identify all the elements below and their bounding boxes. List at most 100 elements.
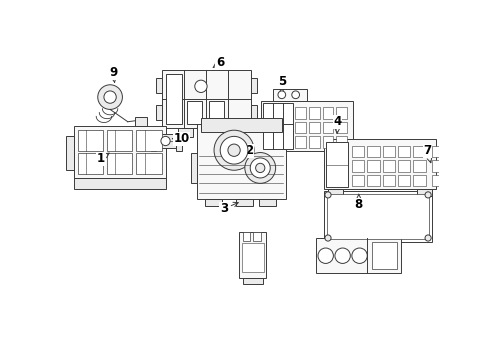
Bar: [204, 199, 221, 206]
Bar: [176, 145, 182, 151]
Circle shape: [317, 248, 333, 264]
Bar: [397, 145, 409, 157]
Bar: [397, 175, 409, 186]
Circle shape: [214, 130, 254, 170]
Circle shape: [351, 248, 366, 264]
Bar: [413, 160, 425, 172]
Bar: [261, 101, 353, 151]
Bar: [366, 175, 379, 186]
Circle shape: [334, 248, 349, 264]
Bar: [190, 153, 197, 183]
Circle shape: [250, 158, 270, 178]
Bar: [74, 178, 166, 189]
Bar: [431, 160, 442, 172]
Bar: [351, 160, 364, 172]
Bar: [413, 145, 425, 157]
Bar: [431, 175, 442, 186]
Text: 7: 7: [423, 144, 431, 163]
Bar: [78, 153, 103, 174]
Bar: [382, 145, 394, 157]
Circle shape: [324, 235, 330, 241]
Bar: [413, 175, 425, 186]
Bar: [327, 189, 343, 195]
Bar: [136, 153, 162, 174]
Bar: [151, 145, 156, 151]
Bar: [263, 103, 292, 149]
Bar: [382, 175, 394, 186]
Bar: [166, 74, 182, 124]
Circle shape: [255, 163, 264, 172]
Circle shape: [244, 153, 275, 183]
Text: 4: 4: [332, 115, 341, 133]
Bar: [336, 107, 346, 119]
Bar: [324, 139, 435, 189]
Circle shape: [220, 136, 247, 164]
Bar: [322, 136, 333, 148]
Bar: [324, 191, 431, 242]
Circle shape: [227, 144, 240, 156]
Bar: [308, 107, 319, 119]
Bar: [326, 194, 428, 239]
Bar: [154, 134, 176, 148]
Circle shape: [98, 85, 122, 109]
Bar: [416, 189, 431, 195]
Text: 3: 3: [220, 202, 238, 215]
Text: 6: 6: [213, 56, 224, 69]
Bar: [162, 70, 250, 128]
Circle shape: [161, 136, 170, 145]
Bar: [235, 199, 252, 206]
Bar: [197, 118, 285, 199]
Bar: [107, 130, 132, 151]
Bar: [107, 153, 132, 174]
Bar: [336, 122, 346, 133]
Bar: [243, 278, 262, 284]
Bar: [156, 105, 162, 120]
Bar: [322, 107, 333, 119]
Bar: [258, 199, 275, 206]
Bar: [326, 142, 347, 187]
Bar: [250, 78, 257, 93]
Bar: [187, 101, 202, 124]
Bar: [178, 128, 193, 137]
Bar: [156, 78, 162, 93]
Bar: [241, 243, 264, 272]
Text: 2: 2: [235, 144, 253, 157]
Bar: [366, 145, 379, 157]
Bar: [294, 136, 305, 148]
Bar: [135, 117, 147, 126]
Circle shape: [194, 80, 207, 93]
Bar: [336, 136, 346, 148]
Bar: [294, 122, 305, 133]
Bar: [136, 130, 162, 151]
Bar: [294, 107, 305, 119]
Bar: [308, 136, 319, 148]
Circle shape: [324, 192, 330, 198]
Bar: [316, 238, 400, 273]
Bar: [371, 242, 396, 269]
Bar: [431, 145, 442, 157]
Bar: [208, 101, 224, 124]
Bar: [66, 136, 74, 170]
Bar: [239, 232, 266, 278]
Bar: [201, 118, 281, 132]
Bar: [253, 232, 261, 241]
Circle shape: [424, 235, 430, 241]
Text: 5: 5: [277, 75, 285, 93]
Bar: [351, 175, 364, 186]
Bar: [308, 122, 319, 133]
Circle shape: [277, 91, 285, 99]
Bar: [242, 232, 250, 241]
Circle shape: [104, 91, 116, 103]
Bar: [322, 122, 333, 133]
Bar: [397, 160, 409, 172]
Text: 8: 8: [354, 194, 362, 211]
Text: 1: 1: [97, 152, 109, 165]
Bar: [382, 160, 394, 172]
Text: 9: 9: [109, 66, 117, 82]
Bar: [351, 145, 364, 157]
Circle shape: [424, 192, 430, 198]
Bar: [74, 126, 166, 178]
Bar: [366, 160, 379, 172]
Bar: [272, 89, 306, 101]
Text: 10: 10: [172, 132, 189, 145]
